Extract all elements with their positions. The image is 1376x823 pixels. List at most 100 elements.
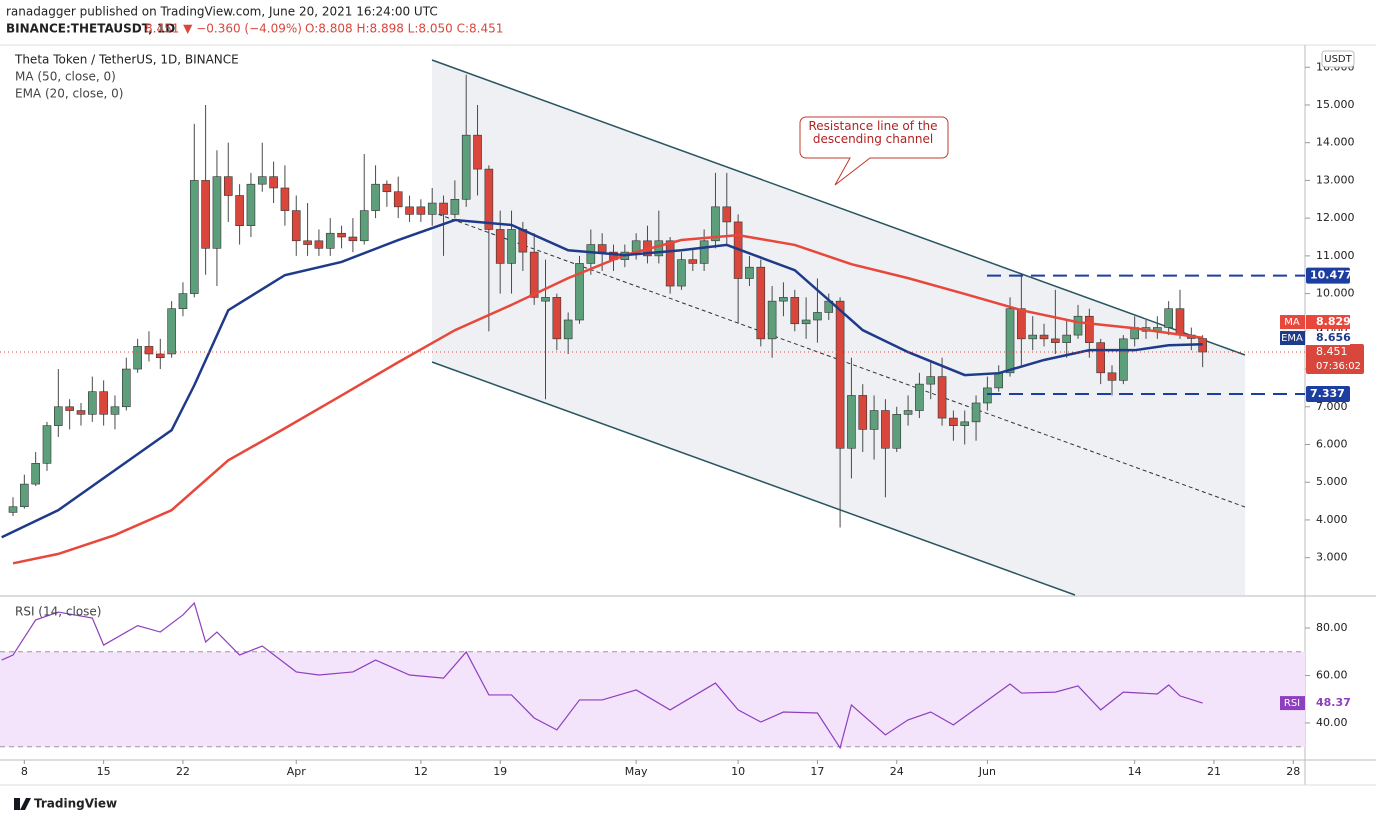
callout <box>799 116 949 186</box>
candle-body <box>677 259 686 287</box>
rsi-line <box>1 601 1203 750</box>
x-tick-label: 19 <box>493 765 507 778</box>
candle-body <box>1028 334 1037 340</box>
candle-body <box>382 183 392 193</box>
candle-body <box>31 463 40 485</box>
candle-body <box>314 240 324 249</box>
candle-body <box>201 180 210 249</box>
candle-body <box>790 297 800 325</box>
candle-body <box>1175 308 1185 336</box>
price-label: 8.451 <box>1316 345 1348 358</box>
candle-body <box>869 410 879 430</box>
candle-body <box>1085 315 1094 343</box>
candle-body <box>756 266 766 340</box>
candle-body <box>1062 334 1071 343</box>
candle-body <box>359 210 369 242</box>
ohlc: O:8.808 H:8.898 L:8.050 C:8.451 <box>305 22 503 36</box>
y-tick-label: 80.00 <box>1316 621 1348 634</box>
tag-badge <box>1280 315 1305 330</box>
candle-body <box>926 376 936 385</box>
y-tick-label: 13.000 <box>1316 173 1355 186</box>
candle-body <box>937 376 947 419</box>
candle-body <box>133 346 142 370</box>
candle-body <box>257 176 267 185</box>
candle-body <box>88 391 97 415</box>
tag-badge <box>1280 331 1305 346</box>
candle-body <box>337 232 346 238</box>
candle-body <box>665 240 675 287</box>
y-tick-label: 40.00 <box>1316 716 1348 729</box>
y-tick-label: 10.000 <box>1316 287 1355 300</box>
candle-body <box>348 236 358 242</box>
level-label: 7.337 <box>1310 387 1345 400</box>
candle-body <box>461 134 471 200</box>
candle-body <box>711 206 720 242</box>
candle-body <box>189 180 199 294</box>
candle-body <box>892 414 902 449</box>
candle-body <box>971 402 981 423</box>
candle-body <box>473 134 482 170</box>
rsi-title: RSI (14, close) <box>15 605 101 619</box>
rsi-pane <box>0 601 1305 750</box>
candle-body <box>269 176 278 189</box>
y-tick-label: 12.000 <box>1316 211 1355 224</box>
candle-body <box>915 383 924 411</box>
candle-body <box>960 421 970 426</box>
candle-body <box>518 229 528 253</box>
candle-body <box>495 229 505 264</box>
y-tick-label: 3.000 <box>1316 551 1348 564</box>
channel-upper <box>431 59 1246 356</box>
x-tick-label: 28 <box>1286 765 1300 778</box>
candle-body <box>1096 342 1105 374</box>
candle-body <box>597 244 607 253</box>
candle-body <box>847 395 856 449</box>
candle-body <box>167 308 176 355</box>
candle-body <box>745 266 754 279</box>
x-tick-label: 8 <box>21 765 28 778</box>
candle-body <box>983 387 992 404</box>
value-badge <box>1306 315 1350 330</box>
candle-body <box>1119 338 1128 381</box>
candle-body <box>563 319 573 340</box>
candle-body <box>20 483 29 508</box>
candle-body <box>65 406 74 411</box>
candle-body <box>1005 308 1015 374</box>
y-tick-label: 7.000 <box>1316 400 1348 413</box>
candle-body <box>507 229 516 264</box>
candle-body <box>541 297 550 302</box>
candle-body <box>699 240 709 264</box>
candle-body <box>767 300 777 340</box>
candle-body <box>223 176 233 196</box>
candle-body <box>586 244 596 264</box>
candle-body <box>529 251 539 298</box>
candle-body <box>405 206 414 215</box>
candle-body <box>994 372 1004 389</box>
candle-body <box>903 410 913 415</box>
candle-body <box>371 183 380 211</box>
price-badge <box>1306 344 1364 375</box>
y-tick-label: 11.000 <box>1316 249 1355 262</box>
candle-body <box>416 206 426 215</box>
x-tick-label: Apr <box>287 765 307 778</box>
value-badge <box>1306 331 1350 346</box>
main-title: Theta Token / TetherUS, 1D, BINANCE <box>14 53 239 67</box>
x-tick-label: 10 <box>731 765 745 778</box>
candle-body <box>1073 315 1083 336</box>
x-tick-label: May <box>625 765 648 778</box>
candle-body <box>552 297 562 340</box>
candle-body <box>235 195 244 226</box>
candle-body <box>813 312 822 321</box>
indicator-legend: MA (50, close, 0) <box>15 70 116 84</box>
y-tick-label: 60.00 <box>1316 668 1348 681</box>
channel-lower <box>431 361 1076 596</box>
candle-body <box>1051 338 1060 343</box>
x-tick-label: 14 <box>1128 765 1142 778</box>
candle-body <box>303 240 312 245</box>
candle-body <box>42 425 52 464</box>
value-label: 8.656 <box>1316 331 1351 344</box>
candle-body <box>801 319 811 325</box>
annotation: Resistance line of the descending channe… <box>808 119 938 146</box>
candle-body <box>291 210 301 242</box>
y-tick-label: 5.000 <box>1316 475 1348 488</box>
value-label: 8.829 <box>1316 315 1351 328</box>
